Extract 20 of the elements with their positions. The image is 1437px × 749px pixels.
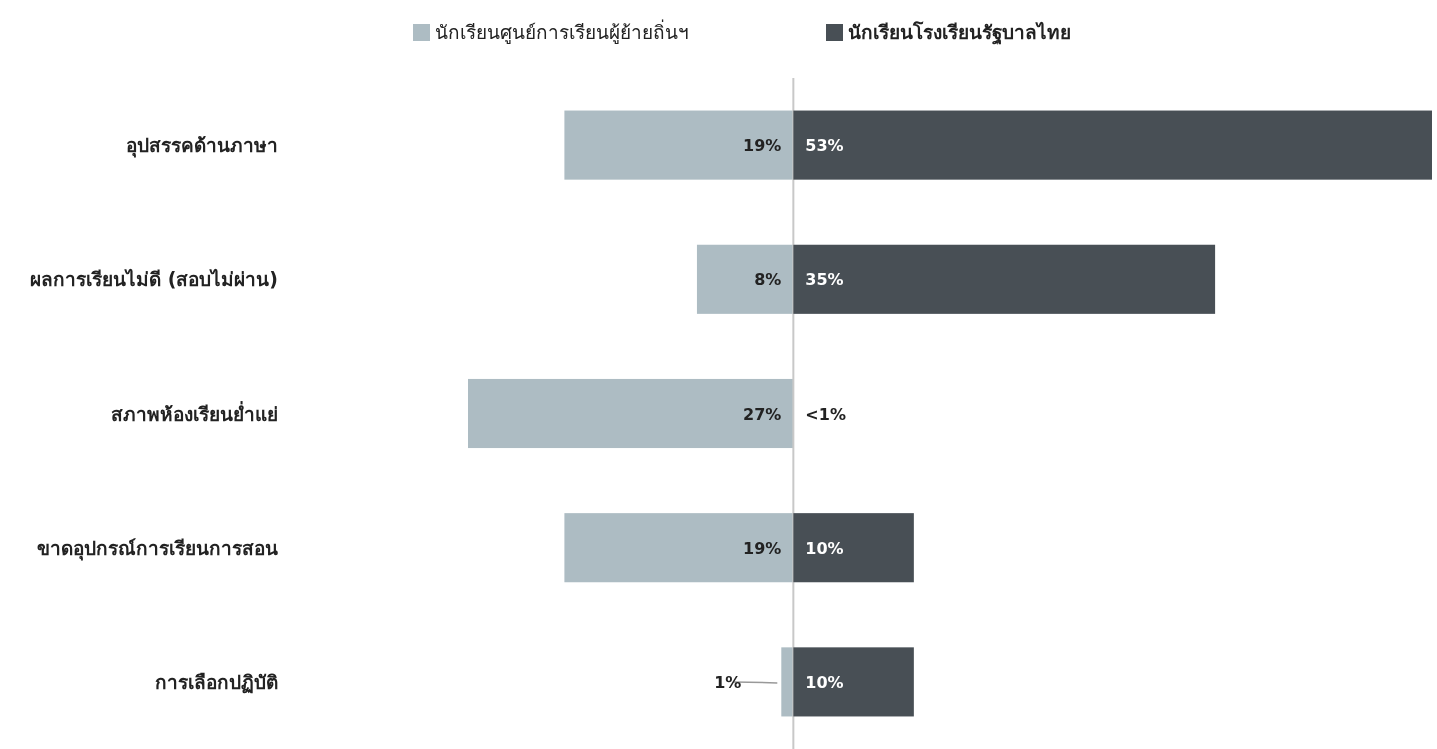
bar [468, 378, 794, 449]
y-tick-label: อุปสรรคด้านภาษา [126, 134, 278, 159]
y-tick-label: ผลการเรียนไม่ดี (สอบไม่ผ่าน) [30, 268, 278, 291]
bar [696, 244, 794, 314]
data-label: 35% [805, 270, 844, 290]
legend-label: นักเรียนโรงเรียนรัฐบาลไทย [848, 21, 1071, 46]
data-label: 19% [743, 136, 782, 156]
data-label: 10% [805, 672, 844, 692]
y-tick-label: การเลือกปฏิบัติ [155, 670, 278, 694]
data-label: 27% [743, 404, 782, 424]
data-label: 1% [714, 672, 742, 692]
data-label: 19% [743, 538, 782, 558]
y-tick-label: สภาพห้องเรียนย่ำแย่ [111, 400, 278, 425]
legend-label: นักเรียนศูนย์การเรียนผู้ย้ายถิ่นฯ [435, 19, 689, 44]
data-label: 53% [805, 136, 844, 156]
data-label: 10% [805, 538, 844, 558]
y-tick-label: ขาดอุปกรณ์การเรียนการสอน [37, 536, 278, 561]
data-label: 8% [754, 270, 782, 290]
bar [781, 647, 794, 717]
text: <1% [805, 404, 846, 424]
